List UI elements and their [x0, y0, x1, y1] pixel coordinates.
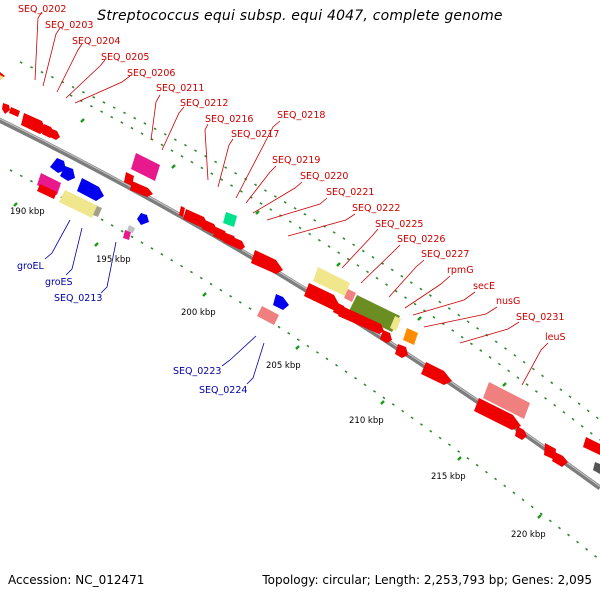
gene-label: SEQ_0217	[231, 129, 279, 140]
gene-arrow	[131, 153, 160, 181]
gene-arrow	[93, 206, 102, 217]
gene-label: SEQ_0219	[272, 155, 320, 166]
gene-arrow	[183, 209, 208, 228]
gene-arrow	[593, 462, 600, 474]
gene-arrow	[583, 437, 600, 455]
kbp-label: 200 kbp	[181, 308, 216, 318]
gene-label: SEQ_0211	[156, 83, 204, 94]
gene-arrow	[273, 294, 289, 310]
gene-arrow	[50, 129, 60, 140]
gene-arrow	[123, 230, 131, 240]
gene-arrow	[344, 289, 356, 302]
gene-arrow	[130, 181, 153, 197]
gene-label: SEQ_0226	[397, 234, 445, 245]
gene-label: SEQ_0221	[326, 187, 374, 198]
gene-arrow	[37, 184, 57, 199]
gene-arrow	[127, 225, 135, 233]
gene-arrow	[552, 452, 568, 467]
gene-label: SEQ_0218	[277, 110, 325, 121]
gene-arrow	[251, 250, 283, 274]
gene-label: secE	[473, 281, 495, 292]
gene-arrow	[213, 227, 228, 241]
gene-arrow	[223, 212, 237, 227]
gene-arrow	[483, 382, 530, 419]
gene-arrow	[403, 328, 418, 345]
gene-label: leuS	[545, 332, 566, 343]
genome-summary-text: Topology: circular; Length: 2,253,793 bp…	[262, 573, 592, 587]
gene-label: SEQ_0213	[54, 293, 102, 304]
gene-arrow	[137, 213, 149, 225]
kbp-label: 205 kbp	[266, 361, 301, 371]
gene-arrow	[202, 220, 218, 234]
gene-label: SEQ_0222	[352, 203, 400, 214]
kbp-label: 215 kbp	[431, 472, 466, 482]
gene-label: SEQ_0204	[72, 36, 120, 47]
gene-label: SEQ_0225	[375, 219, 423, 230]
gene-arrow	[0, 75, 4, 81]
gene-features-forward[interactable]	[0, 72, 600, 474]
kbp-label: 190 kbp	[10, 207, 45, 217]
gene-arrow	[257, 306, 279, 325]
gene-label: SEQ_0205	[101, 52, 149, 63]
gene-arrow	[50, 158, 66, 173]
gene-label: SEQ_0206	[127, 68, 175, 79]
gene-arrow	[59, 190, 98, 218]
accession-text: Accession: NC_012471	[8, 573, 145, 587]
gene-label: SEQ_0227	[421, 249, 469, 260]
gene-label: SEQ_0231	[516, 312, 564, 323]
gene-arrow	[421, 362, 452, 385]
gene-arrow	[2, 103, 10, 114]
gene-label: groEL	[17, 261, 45, 272]
gene-arrow	[544, 443, 556, 460]
track-dots	[9, 61, 600, 561]
gene-arrow	[395, 344, 408, 358]
gene-labels-red: SEQ_0202 SEQ_0203 SEQ_0204 SEQ_0205 SEQ_…	[18, 4, 566, 343]
gene-label: groES	[45, 277, 73, 288]
genome-title: Streptococcus equi subsp. equi 4047, com…	[97, 8, 503, 24]
gene-arrow	[313, 267, 350, 296]
kbp-label: 210 kbp	[349, 416, 384, 426]
label-leaders-blue	[44, 219, 265, 385]
gene-label: SEQ_0220	[300, 171, 348, 182]
gene-arrow	[179, 206, 185, 217]
gene-label: SEQ_0202	[18, 4, 66, 15]
gene-arrow	[338, 306, 384, 334]
gene-arrow	[60, 166, 75, 181]
gene-arrow	[232, 238, 245, 250]
gene-label: rpmG	[447, 265, 474, 276]
kbp-label: 220 kbp	[511, 530, 546, 540]
gene-arrow	[380, 330, 392, 343]
label-leaders-red	[34, 11, 549, 386]
gene-arrow	[349, 295, 400, 332]
kbp-label: 195 kbp	[96, 255, 131, 265]
gene-arrow	[304, 283, 340, 310]
gene-arrow	[77, 178, 104, 201]
gene-arrow	[124, 172, 134, 186]
gene-arrow	[37, 173, 61, 195]
gene-label: SEQ_0212	[180, 98, 228, 109]
gene-arrow	[21, 113, 46, 134]
gene-label: nusG	[496, 296, 520, 307]
gene-label: SEQ_0223	[173, 366, 221, 377]
gene-arrow	[390, 316, 401, 331]
gene-arrow	[9, 107, 20, 117]
gene-arrow	[474, 398, 521, 430]
gene-label: SEQ_0224	[199, 385, 247, 396]
gene-labels-blue: groEL groES SEQ_0213 SEQ_0223 SEQ_0224	[17, 261, 247, 396]
gene-features-reverse[interactable]	[37, 158, 289, 325]
gene-label: SEQ_0216	[205, 114, 253, 125]
gene-label: SEQ_0203	[45, 20, 93, 31]
track-dashes	[13, 118, 542, 519]
gene-arrow	[515, 426, 527, 440]
